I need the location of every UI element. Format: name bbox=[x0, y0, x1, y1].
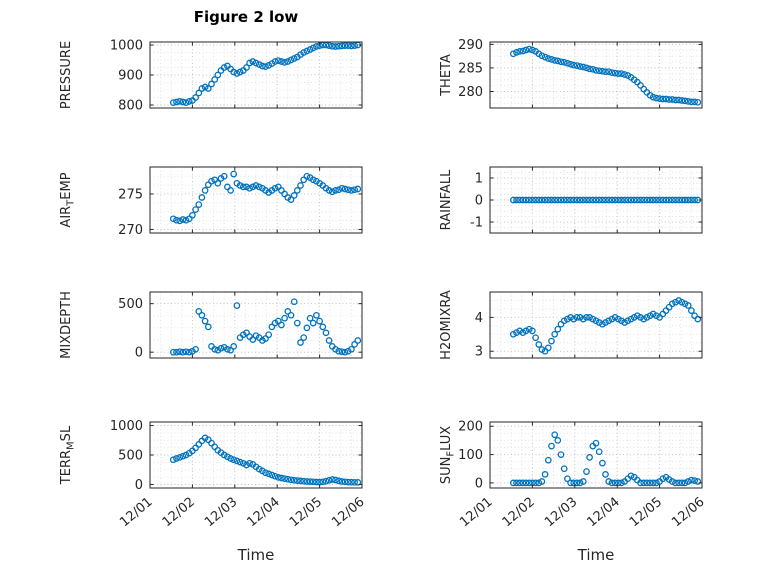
data-points bbox=[169, 41, 362, 106]
x-tick-label: 12/02 bbox=[500, 495, 538, 531]
x-tick-label: 12/05 bbox=[627, 495, 665, 531]
axes-ticks: -1 0 1 bbox=[470, 167, 703, 233]
y-tick-label: 200 bbox=[458, 420, 483, 435]
axes-ticks: 270 275 bbox=[118, 167, 363, 238]
x-tick-label: 12/02 bbox=[160, 495, 198, 531]
x-tick-label: 12/01 bbox=[457, 495, 495, 531]
axes-ticks: 800 900 1000 bbox=[110, 39, 363, 114]
axes-ticks: 0 500 bbox=[118, 292, 363, 361]
subplot-theta: 280 285 290 THETA bbox=[380, 30, 710, 156]
axes-sunflux: 12/01 12/02 12/03 12/04 12/05 12/06 0 100 200SUN… bbox=[439, 420, 708, 531]
axes-ticks: 280 285 290 bbox=[458, 38, 703, 108]
y-tick-label: 0 bbox=[475, 476, 483, 491]
y-tick-label: 500 bbox=[118, 449, 143, 464]
x-axis-label-right: Time bbox=[577, 546, 615, 564]
axes-ticks: 12/01 12/02 12/03 12/04 12/05 12/06 0 500 1000 bbox=[110, 419, 368, 530]
axes-ticks: 34 bbox=[475, 292, 703, 360]
data-points bbox=[509, 45, 702, 106]
y-tick-label: 100 bbox=[458, 448, 483, 463]
y-tick-label: 1000 bbox=[110, 39, 143, 54]
y-axis-label: PRESSURE bbox=[59, 41, 74, 109]
axes-pressure: 800 900 1000 PRESSURE bbox=[59, 39, 363, 114]
y-axis-label: H2OMIXRA bbox=[439, 290, 454, 360]
data-points bbox=[509, 431, 702, 487]
grid bbox=[489, 422, 703, 488]
figure-title: Figure 2 low bbox=[193, 8, 299, 26]
x-tick-label: 12/06 bbox=[669, 495, 707, 531]
subplot-mixdepth: 0 500 MIXDEPTH bbox=[40, 280, 370, 406]
axes-box bbox=[149, 291, 363, 359]
x-tick-label: 12/04 bbox=[584, 495, 622, 531]
subplot-sunflux: 12/01 12/02 12/03 12/04 12/05 12/06 0 100 200 SUN… bbox=[380, 410, 710, 564]
grid bbox=[149, 166, 363, 233]
x-tick-label: 12/03 bbox=[202, 495, 240, 531]
x-axis-label-left: Time bbox=[237, 546, 275, 564]
data-points bbox=[509, 196, 702, 204]
data-points bbox=[509, 297, 702, 355]
x-tick-label: 12/03 bbox=[542, 495, 580, 531]
y-tick-label: 500 bbox=[118, 297, 143, 312]
x-tick-label: 12/06 bbox=[329, 495, 367, 531]
y-axis-label: TERRMSL bbox=[59, 425, 77, 485]
data-points bbox=[169, 298, 362, 356]
y-tick-label: 280 bbox=[458, 85, 483, 100]
y-tick-label: 0 bbox=[475, 194, 483, 209]
y-tick-label: 1 bbox=[475, 172, 483, 187]
axes-box bbox=[489, 41, 703, 109]
y-tick-label: 0 bbox=[135, 346, 143, 361]
axes-box bbox=[489, 291, 703, 359]
data-points bbox=[169, 434, 362, 486]
y-axis-label: RAINFALL bbox=[439, 169, 454, 230]
y-axis-label: MIXDEPTH bbox=[59, 291, 74, 359]
y-tick-label: 4 bbox=[475, 311, 483, 326]
axes-theta: 280 285 290 THETA bbox=[439, 38, 703, 109]
y-tick-label: 0 bbox=[135, 478, 143, 493]
subplot-rainfall: -1 0 1 RAINFALL bbox=[380, 155, 710, 281]
y-axis-label: SUNFLUX bbox=[439, 426, 457, 484]
data-points bbox=[169, 170, 362, 225]
x-tick-label: 12/01 bbox=[117, 495, 155, 531]
grid bbox=[149, 42, 363, 108]
y-tick-label: 270 bbox=[118, 223, 143, 238]
axes-box bbox=[149, 166, 363, 234]
y-tick-label: 285 bbox=[458, 61, 483, 76]
x-tick-label: 12/04 bbox=[244, 495, 282, 531]
subplot-h2omixra: 3 4 H2OMIXRA bbox=[380, 280, 710, 406]
axes-airtemp: 270 275 AIRTEMP bbox=[59, 166, 363, 238]
subplot-pressure: 800 900 1000 PRESSURE bbox=[40, 30, 370, 156]
y-tick-label: 1000 bbox=[110, 419, 143, 434]
y-tick-label: 3 bbox=[475, 345, 483, 360]
axes-terrmsl: 12/01 12/02 12/03 12/04 12/05 12/06 0 500 1000 TE… bbox=[59, 419, 368, 530]
y-tick-label: 900 bbox=[118, 69, 143, 84]
y-tick-label: 290 bbox=[458, 38, 483, 53]
subplot-terrmsl: 12/01 12/02 12/03 12/04 12/05 12/06 0 500 1000 TE… bbox=[40, 410, 370, 564]
y-tick-label: -1 bbox=[470, 216, 483, 231]
y-axis-label: AIRTEMP bbox=[59, 172, 77, 227]
axes-rainfall: -1 0 1 RAINFALL bbox=[439, 166, 703, 234]
subplot-airtemp: 270 275 AIRTEMP bbox=[40, 155, 370, 281]
x-tick-label: 12/05 bbox=[287, 495, 325, 531]
y-axis-label: THETA bbox=[439, 54, 454, 97]
y-tick-label: 275 bbox=[118, 187, 143, 202]
axes-mixdepth: 0 500 MIXDEPTH bbox=[59, 291, 363, 361]
y-tick-label: 800 bbox=[118, 99, 143, 114]
